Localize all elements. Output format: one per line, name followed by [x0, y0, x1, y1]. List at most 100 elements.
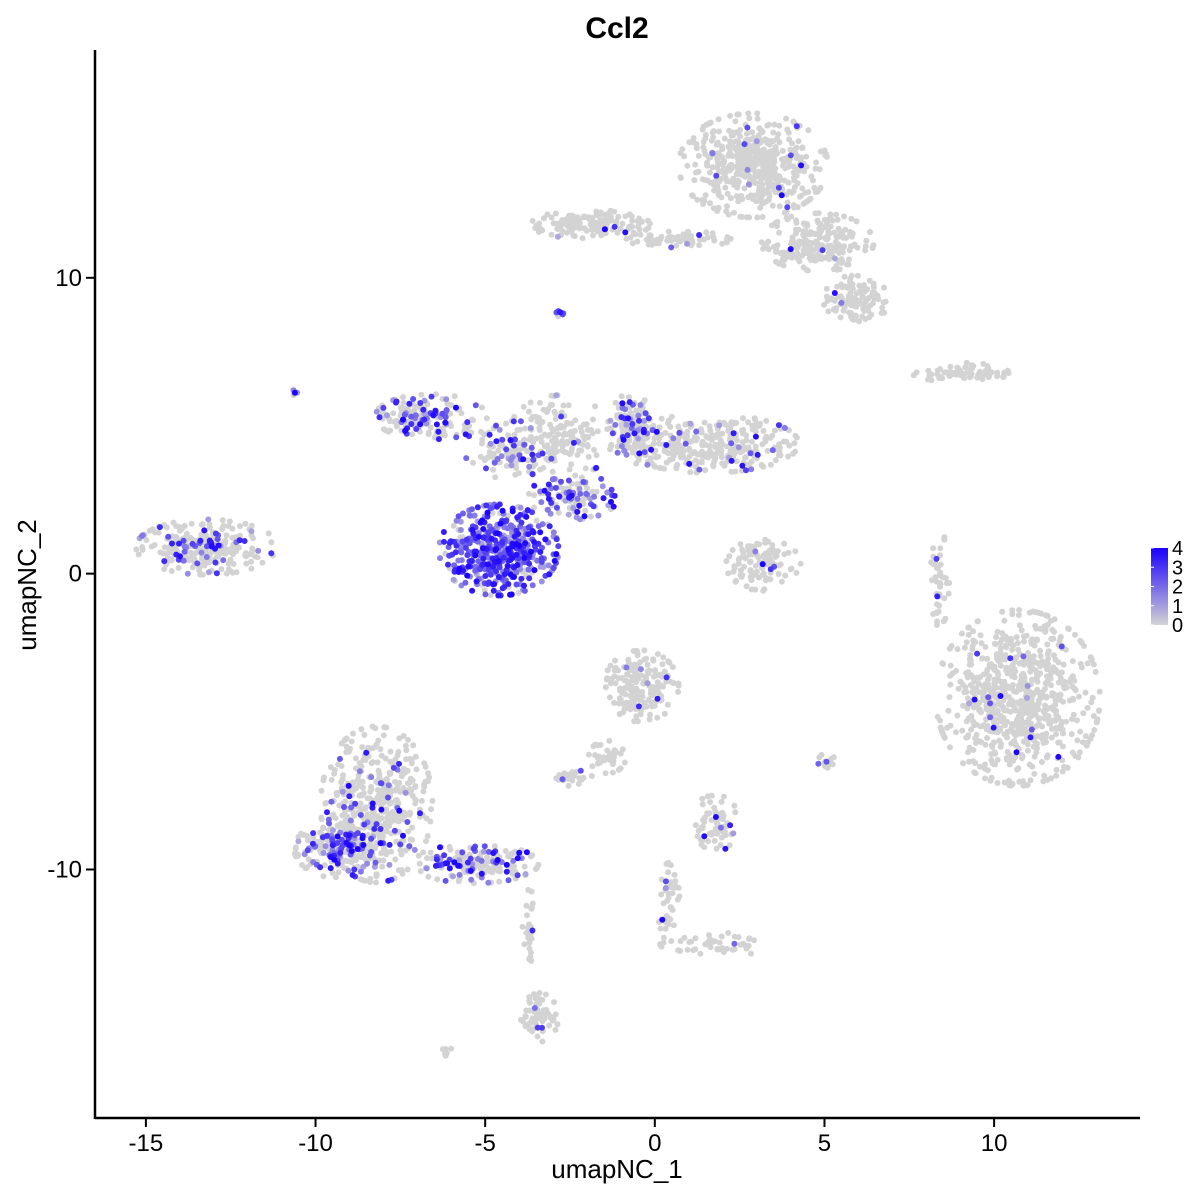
cell-point	[961, 644, 968, 651]
cell-point	[794, 255, 801, 262]
cell-point	[413, 426, 420, 432]
cell-point	[766, 547, 773, 554]
cell-point	[756, 156, 763, 163]
cell-point	[496, 878, 503, 885]
cell-point	[733, 437, 740, 444]
cell-point	[661, 465, 667, 472]
cell-point	[716, 939, 723, 946]
cell-point	[540, 1007, 547, 1014]
cell-point	[539, 1012, 546, 1019]
cell-point	[668, 413, 675, 420]
cell-point	[709, 150, 716, 157]
cell-point	[661, 710, 668, 717]
cell-point	[727, 822, 734, 829]
cell-point	[619, 426, 626, 433]
cell-point	[558, 413, 565, 420]
cell-point	[693, 145, 700, 152]
cell-point	[765, 196, 772, 203]
cell-point	[879, 304, 886, 311]
cell-point	[500, 554, 507, 561]
cell-point	[424, 778, 431, 785]
cell-point	[250, 535, 256, 542]
cell-point	[778, 578, 785, 585]
cell-point	[180, 537, 187, 544]
cell-point	[991, 739, 997, 746]
cell-point	[631, 669, 638, 676]
cell-point	[402, 742, 409, 749]
cell-point	[722, 184, 729, 191]
cell-point	[800, 264, 807, 271]
cell-point	[729, 547, 736, 553]
cell-point	[759, 214, 766, 220]
cell-point	[480, 534, 487, 541]
cell-point	[300, 831, 307, 838]
cell-point	[782, 572, 789, 579]
cell-point	[825, 308, 832, 315]
cell-point	[1011, 737, 1018, 744]
cell-point	[376, 835, 383, 842]
cell-point	[499, 436, 506, 443]
cell-point	[626, 399, 633, 406]
cell-point	[582, 465, 589, 472]
cell-point	[412, 796, 419, 803]
cell-point	[821, 301, 827, 308]
cell-point	[728, 161, 735, 168]
cell-point	[212, 530, 219, 537]
cell-point	[571, 219, 578, 226]
cell-point	[373, 871, 380, 878]
cell-point	[1089, 694, 1096, 701]
cell-point	[776, 139, 783, 146]
cell-point	[526, 575, 533, 582]
cell-point	[387, 758, 394, 765]
cell-point	[692, 457, 699, 464]
cell-point	[608, 443, 614, 450]
cell-point	[976, 706, 983, 713]
cell-point	[702, 132, 709, 138]
cell-point	[335, 869, 342, 876]
cell-point	[714, 945, 721, 952]
cell-point	[563, 220, 570, 227]
cell-point	[304, 847, 311, 854]
cell-point	[529, 1015, 536, 1022]
cell-point	[746, 214, 753, 221]
cell-point	[797, 560, 804, 567]
cell-point	[607, 417, 614, 424]
cell-point	[782, 165, 789, 172]
cell-point	[636, 215, 643, 222]
cell-point	[320, 873, 327, 880]
cell-point	[346, 793, 353, 800]
cell-point	[525, 490, 532, 497]
cell-point	[967, 652, 974, 658]
cell-point	[801, 168, 808, 175]
cell-point	[982, 761, 988, 768]
cell-point	[548, 425, 555, 432]
cell-point	[803, 153, 810, 160]
cell-point	[709, 129, 716, 136]
cell-point	[339, 812, 346, 819]
cell-point	[591, 493, 598, 500]
cell-point	[539, 1038, 546, 1045]
cell-point	[772, 457, 779, 464]
cell-point	[607, 425, 614, 432]
cell-point	[1025, 710, 1032, 717]
cell-point	[381, 846, 388, 853]
cell-point	[983, 726, 990, 733]
cell-point	[954, 712, 961, 719]
cell-point	[1043, 693, 1050, 700]
cell-point	[220, 557, 227, 564]
cell-point	[400, 394, 407, 401]
cell-point	[401, 411, 408, 418]
cell-point	[767, 152, 774, 159]
cell-point	[591, 446, 597, 453]
cell-point	[708, 137, 715, 144]
cell-point	[693, 428, 700, 435]
cell-point	[725, 930, 732, 936]
cell-point	[1021, 705, 1028, 712]
cell-point	[564, 420, 570, 427]
cell-point	[994, 669, 1001, 676]
cell-point	[530, 456, 537, 463]
cell-point	[776, 122, 783, 129]
cell-point	[665, 658, 672, 665]
cell-point	[621, 677, 628, 684]
